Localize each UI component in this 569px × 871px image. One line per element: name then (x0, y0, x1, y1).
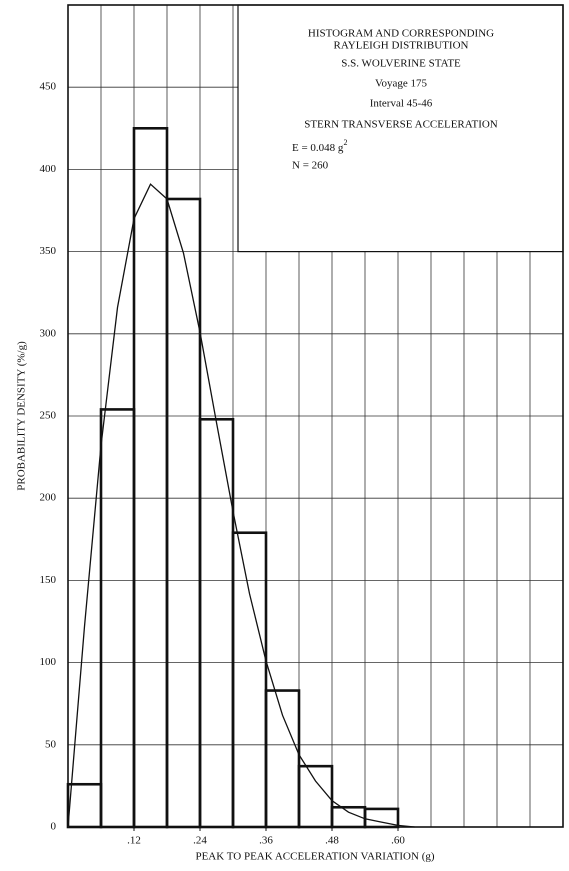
histogram-bar (132, 127, 169, 829)
annotation-line: Voyage 175 (375, 78, 428, 90)
x-tick-label: .48 (325, 835, 339, 847)
histogram-bar (264, 689, 301, 829)
y-axis-label: PROBABILITY DENSITY (%/g) (16, 341, 28, 491)
plot-frame (67, 4, 564, 828)
y-tick-label: 400 (40, 163, 57, 175)
histogram-bar (99, 408, 136, 829)
histogram-bar (165, 197, 202, 829)
y-tick-label: 50 (45, 738, 57, 750)
energy-text: E = 0.048 g2 (292, 138, 347, 154)
energy-main: E = 0.048 g (292, 142, 344, 154)
annotation-line: STERN TRANSVERSE ACCELERATION (304, 119, 498, 131)
annotation-box (237, 4, 564, 253)
histogram-bar (231, 531, 268, 829)
count-text: N = 260 (292, 160, 329, 172)
y-tick-label: 350 (40, 245, 57, 257)
histogram-bar (198, 417, 235, 829)
x-tick-label: .60 (391, 835, 405, 847)
histogram-bar (66, 782, 103, 829)
y-tick-label: 0 (51, 821, 57, 833)
annotation-line: S.S. WOLVERINE STATE (341, 58, 461, 70)
y-tick-label: 150 (40, 574, 57, 586)
y-tick-label: 200 (40, 492, 57, 504)
x-tick-label: .36 (259, 835, 273, 847)
energy-exponent: 2 (343, 138, 347, 147)
x-axis-label: PEAK TO PEAK ACCELERATION VARIATION (g) (195, 851, 434, 863)
y-tick-label: 300 (40, 327, 57, 339)
histogram-bar (297, 764, 334, 829)
x-tick-label: .12 (127, 835, 141, 847)
rayleigh-curve (67, 183, 415, 828)
y-tick-label: 250 (40, 410, 57, 422)
annotation-line: HISTOGRAM AND CORRESPONDING (308, 28, 494, 40)
y-tick-label: 450 (40, 81, 57, 93)
annotation-line: Interval 45-46 (370, 98, 433, 110)
y-tick-label: 100 (40, 656, 57, 668)
annotation-line: RAYLEIGH DISTRIBUTION (334, 40, 469, 52)
x-tick-label: .24 (193, 835, 207, 847)
